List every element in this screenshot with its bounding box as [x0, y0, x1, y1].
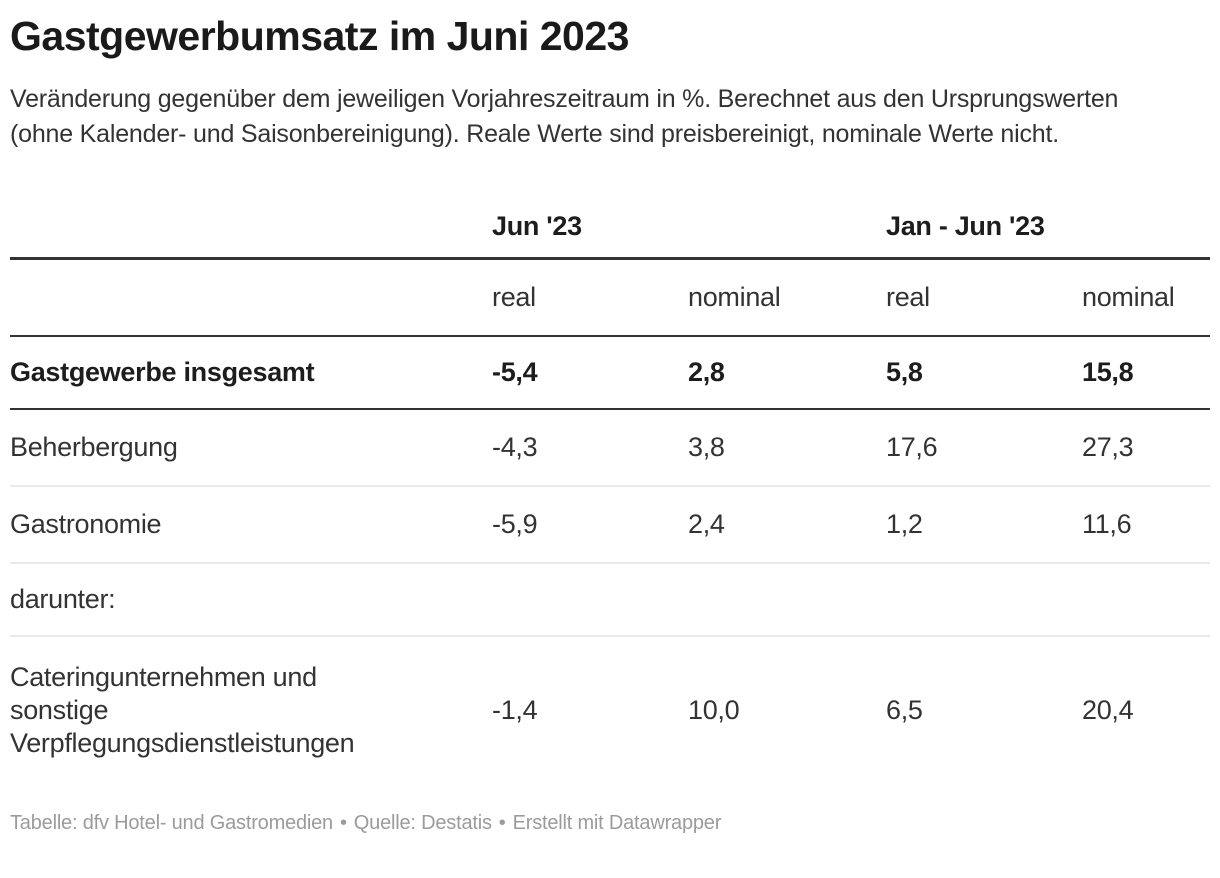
- row-label: Beherbergung: [10, 432, 178, 462]
- cell-value: 15,8: [1082, 357, 1134, 387]
- empty-corner-cell: [10, 259, 492, 337]
- column-header-real-jun: real: [492, 282, 536, 312]
- column-header-row: real nominal real nominal: [10, 259, 1210, 337]
- column-group-header-row: Jun '23 Jan - Jun '23: [10, 196, 1210, 259]
- cell-value: [1082, 563, 1210, 636]
- cell-value: 10,0: [688, 695, 740, 725]
- cell-value: -5,4: [492, 357, 538, 387]
- datawrapper-table-page: Gastgewerbumsatz im Juni 2023 Veränderun…: [10, 13, 1210, 836]
- cell-value: 11,6: [1082, 509, 1132, 539]
- table-row-cateringunternehmen: Cateringunternehmen und sonstige Verpfle…: [10, 636, 1210, 784]
- cell-value: 20,4: [1082, 695, 1134, 725]
- cell-value: -4,3: [492, 432, 538, 462]
- chart-subtitle: Veränderung gegenüber dem jeweiligen Vor…: [10, 85, 1119, 148]
- page-title: Gastgewerbumsatz im Juni 2023: [10, 13, 629, 59]
- column-group-jun-23: Jun '23: [492, 211, 582, 241]
- column-header-nominal-janjun: nominal: [1082, 282, 1175, 312]
- empty-header-cell: [1082, 196, 1210, 259]
- cell-value: 1,2: [886, 509, 923, 539]
- table-row-gastronomie: Gastronomie -5,9 2,4 1,2 11,6: [10, 486, 1210, 563]
- cell-value: 6,5: [886, 695, 923, 725]
- cell-value: 3,8: [688, 432, 725, 462]
- separator-dot: •: [339, 812, 347, 834]
- empty-header-cell: [688, 196, 886, 259]
- row-label: darunter:: [10, 584, 116, 614]
- data-table: Jun '23 Jan - Jun '23 real nominal real …: [10, 196, 1210, 784]
- column-header-nominal-jun: nominal: [688, 282, 781, 312]
- separator-dot: •: [498, 812, 506, 834]
- empty-corner-cell: [10, 196, 492, 259]
- column-group-jan-jun-23: Jan - Jun '23: [886, 211, 1045, 241]
- table-row-darunter: darunter:: [10, 563, 1210, 636]
- cell-value: 2,8: [688, 357, 725, 387]
- cell-value: 2,4: [688, 509, 725, 539]
- cell-value: -5,9: [492, 509, 538, 539]
- table-footer: Tabelle: dfv Hotel- und Gastromedien • Que…: [10, 810, 1210, 836]
- row-label: Gastronomie: [10, 509, 162, 539]
- cell-value: [688, 563, 886, 636]
- row-label: Gastgewerbe insgesamt: [10, 357, 315, 387]
- column-header-real-janjun: real: [886, 282, 930, 312]
- datawrapper-attribution-link[interactable]: Erstellt mit Datawrapper: [512, 812, 722, 834]
- cell-value: [492, 563, 688, 636]
- cell-value: 5,8: [886, 357, 923, 387]
- row-label: Cateringunternehmen und sonstige Verpfle…: [10, 662, 355, 758]
- cell-value: 27,3: [1082, 432, 1134, 462]
- table-row-gastgewerbe-insgesamt: Gastgewerbe insgesamt -5,4 2,8 5,8 15,8: [10, 336, 1210, 409]
- source-credit: Quelle: Destatis: [353, 812, 492, 834]
- table-row-beherbergung: Beherbergung -4,3 3,8 17,6 27,3: [10, 409, 1210, 486]
- cell-value: [886, 563, 1082, 636]
- table-credit: Tabelle: dfv Hotel- und Gastromedien: [10, 812, 333, 834]
- cell-value: -1,4: [492, 695, 538, 725]
- cell-value: 17,6: [886, 432, 938, 462]
